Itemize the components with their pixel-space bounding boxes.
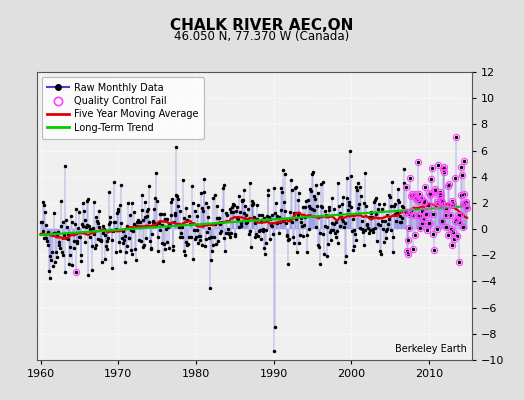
Y-axis label: Temperature Anomaly (°C): Temperature Anomaly (°C) (523, 142, 524, 290)
Legend: Raw Monthly Data, Quality Control Fail, Five Year Moving Average, Long-Term Tren: Raw Monthly Data, Quality Control Fail, … (41, 77, 204, 139)
Text: Berkeley Earth: Berkeley Earth (396, 344, 467, 354)
Text: CHALK RIVER AEC,ON: CHALK RIVER AEC,ON (170, 18, 354, 33)
Text: 46.050 N, 77.370 W (Canada): 46.050 N, 77.370 W (Canada) (174, 30, 350, 43)
